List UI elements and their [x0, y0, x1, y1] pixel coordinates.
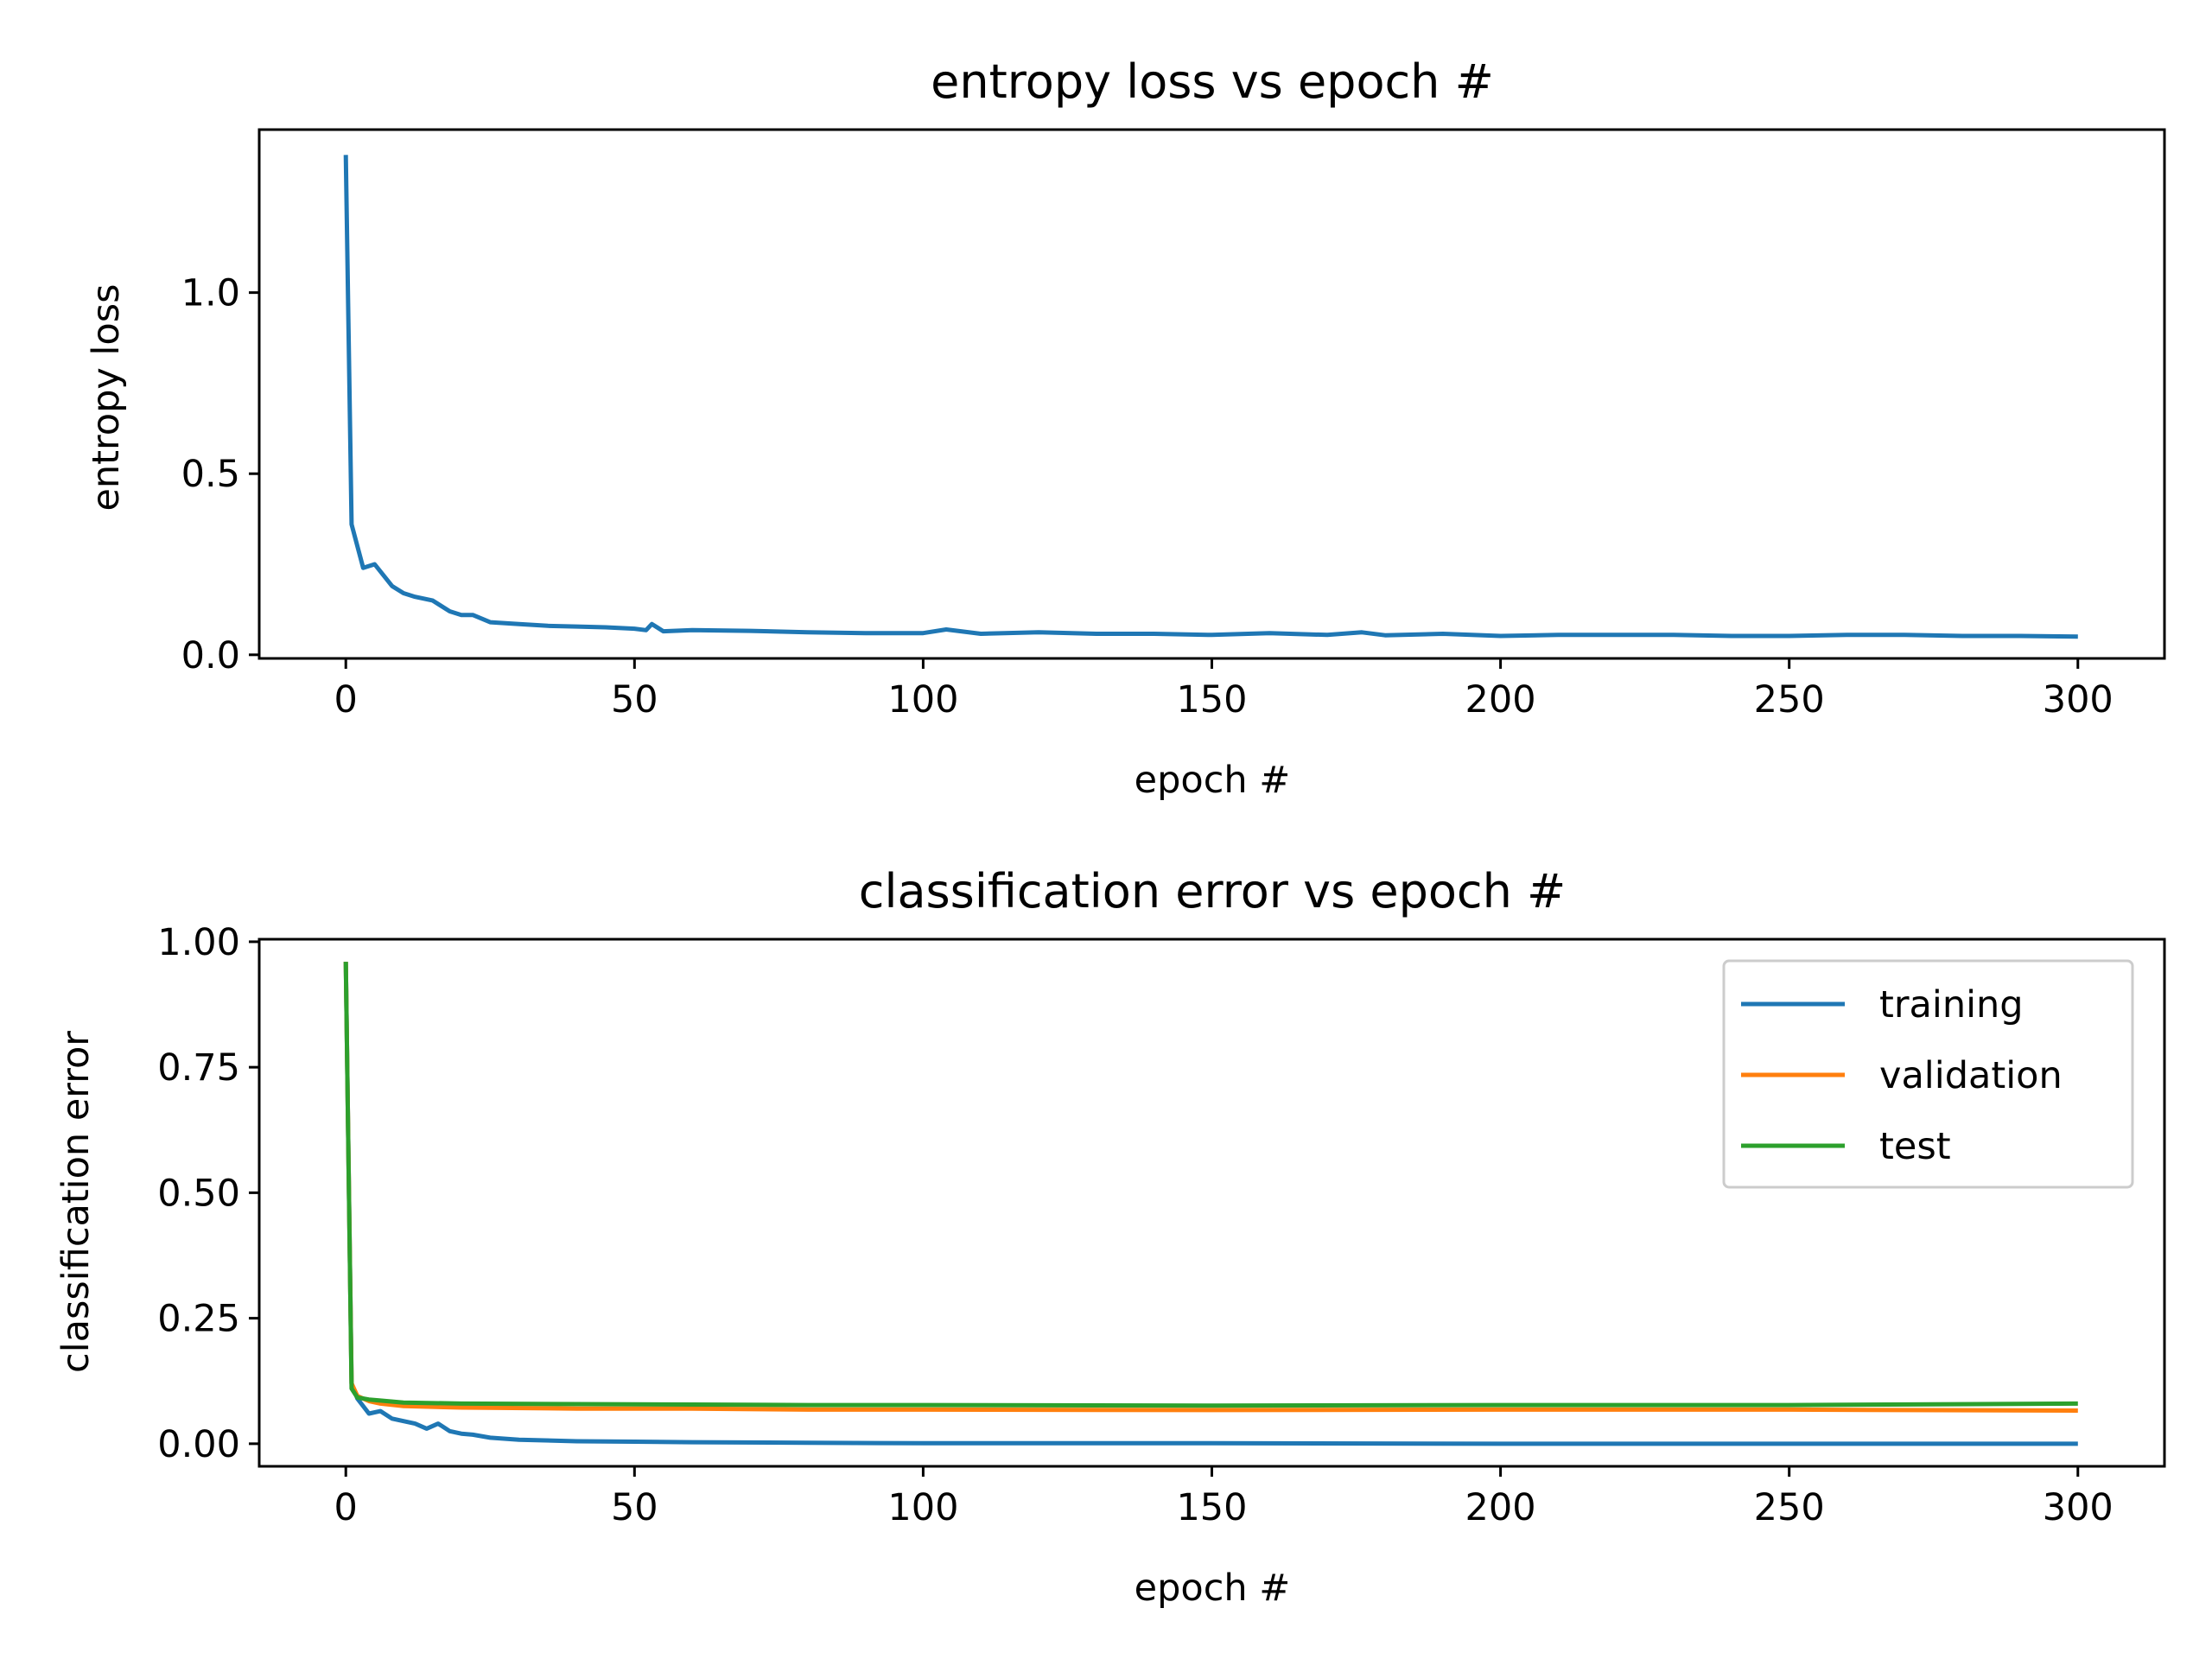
plot-area — [343, 155, 2078, 639]
x-tick-label: 200 — [1465, 678, 1536, 721]
x-ticks: 0 50 100 150 200 250 300 — [334, 1466, 2113, 1529]
x-tick-label: 250 — [1754, 678, 1825, 721]
legend: training validation test — [1722, 959, 2134, 1189]
y-tick-label: 0.25 — [157, 1298, 240, 1341]
x-tick-label: 100 — [887, 1486, 958, 1529]
plot-area — [343, 962, 2078, 1446]
legend-label-training: training — [1879, 983, 2024, 1027]
legend-label-validation: validation — [1879, 1054, 2063, 1097]
y-tick-label: 0.0 — [181, 634, 240, 677]
y-tick-label: 1.00 — [157, 921, 240, 964]
x-tick-label: 50 — [611, 678, 658, 721]
y-tick-label: 0.50 — [157, 1172, 240, 1215]
x-tick-label: 150 — [1176, 1486, 1247, 1529]
x-tick-label: 300 — [2043, 1486, 2113, 1529]
chart-title: entropy loss vs epoch # — [931, 54, 1494, 109]
axes-frame — [257, 128, 2166, 660]
y-tick-label: 1.0 — [181, 272, 240, 315]
x-tick-label: 250 — [1754, 1486, 1825, 1529]
series-line-test — [343, 962, 2078, 1408]
y-axis-label: classification error — [54, 1031, 98, 1373]
y-ticks: 0.00 0.25 0.50 0.75 1.00 — [157, 921, 259, 1466]
chart-title: classification error vs epoch # — [859, 864, 1566, 918]
x-tick-label: 0 — [334, 1486, 358, 1529]
y-tick-label: 0.00 — [157, 1423, 240, 1466]
classification-error-chart: classification error vs epoch # epoch # … — [54, 864, 2166, 1610]
x-tick-label: 100 — [887, 678, 958, 721]
y-ticks: 0.0 0.5 1.0 — [181, 272, 259, 677]
legend-label-test: test — [1879, 1125, 1951, 1168]
x-tick-label: 150 — [1176, 678, 1247, 721]
series-line-training — [343, 962, 2078, 1446]
series-line — [343, 155, 2078, 639]
x-tick-label: 0 — [334, 678, 358, 721]
y-tick-label: 0.5 — [181, 453, 240, 496]
legend-box — [1722, 959, 2134, 1189]
x-tick-label: 50 — [611, 1486, 658, 1529]
entropy-loss-chart: entropy loss vs epoch # epoch # entropy … — [85, 54, 2166, 802]
x-tick-label: 200 — [1465, 1486, 1536, 1529]
y-tick-label: 0.75 — [157, 1046, 240, 1090]
axes-frame — [257, 938, 2166, 1468]
x-axis-label: epoch # — [1135, 759, 1291, 802]
x-tick-label: 300 — [2043, 678, 2113, 721]
x-axis-label: epoch # — [1135, 1567, 1291, 1610]
y-axis-label: entropy loss — [85, 283, 128, 511]
x-ticks: 0 50 100 150 200 250 300 — [334, 658, 2113, 721]
